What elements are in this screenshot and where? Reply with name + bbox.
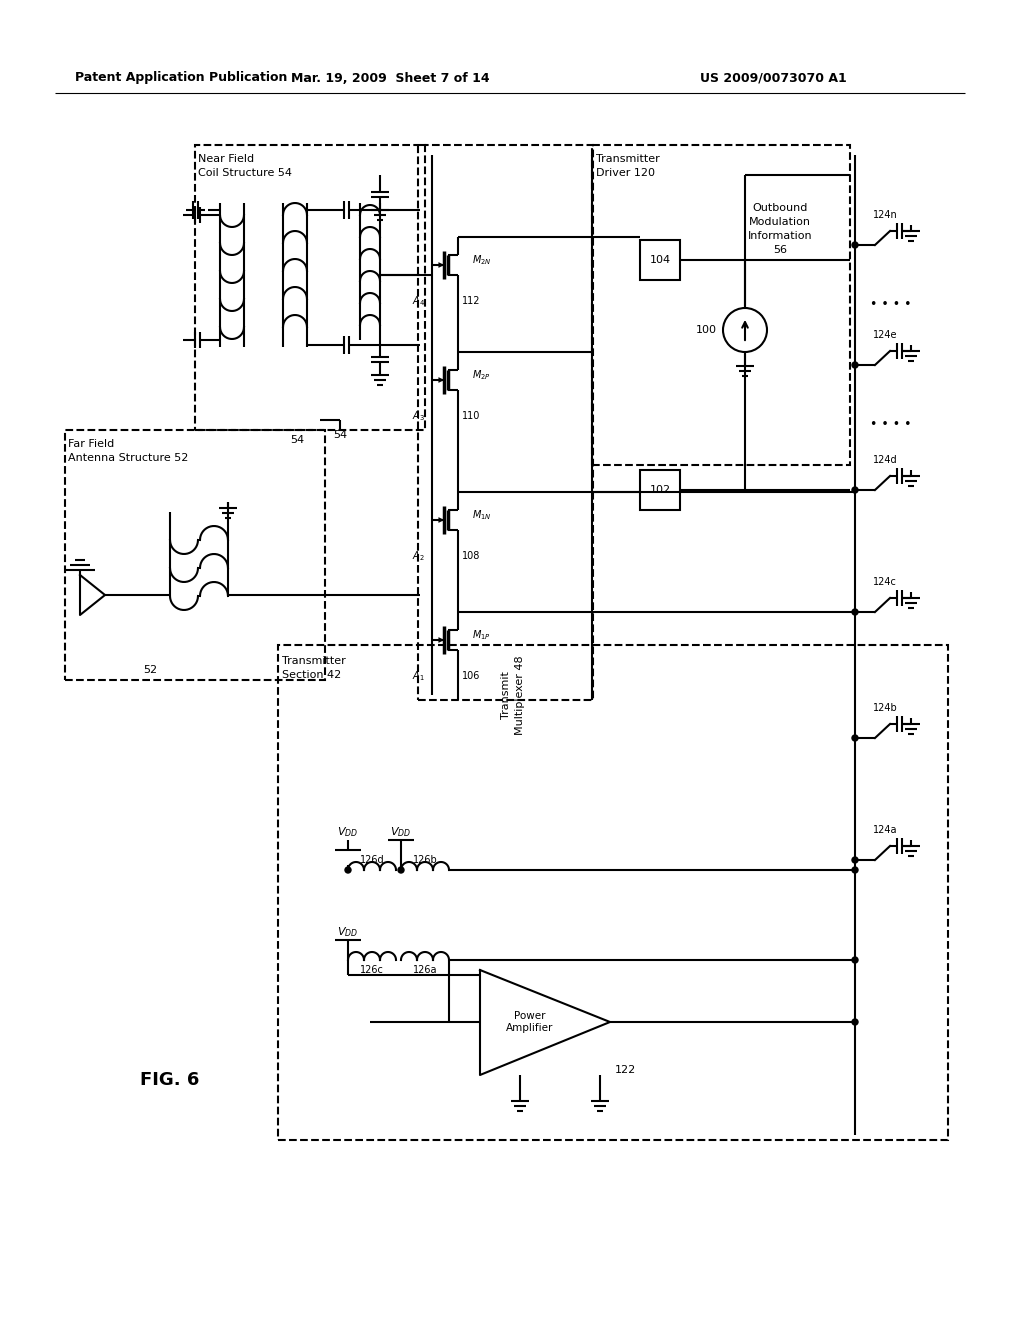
Bar (278, 645, 948, 1140)
Text: 124c: 124c (873, 577, 897, 587)
Bar (592, 145, 850, 465)
Text: Far Field: Far Field (68, 440, 115, 449)
Text: 126b: 126b (413, 855, 437, 865)
Text: 102: 102 (649, 484, 671, 495)
Text: $V_{DD}$: $V_{DD}$ (337, 925, 358, 939)
Text: 56: 56 (773, 246, 787, 255)
Text: 52: 52 (143, 665, 157, 675)
Circle shape (852, 735, 858, 741)
Text: $A_4$: $A_4$ (412, 294, 425, 308)
Circle shape (852, 242, 858, 248)
Text: $M_{2P}$: $M_{2P}$ (472, 368, 490, 381)
Text: Coil Structure 54: Coil Structure 54 (198, 168, 292, 178)
Bar (640, 470, 680, 510)
Text: $V_{DD}$: $V_{DD}$ (390, 825, 412, 840)
Text: Multiplexer 48: Multiplexer 48 (515, 655, 525, 735)
Text: Driver 120: Driver 120 (596, 168, 655, 178)
Text: 106: 106 (462, 671, 480, 681)
Text: Information: Information (748, 231, 812, 242)
Text: $A_1$: $A_1$ (413, 669, 425, 682)
Text: Near Field: Near Field (198, 154, 254, 164)
Circle shape (852, 957, 858, 964)
Text: 112: 112 (462, 296, 480, 306)
Bar (418, 145, 593, 700)
Text: • • • •: • • • • (870, 298, 911, 312)
Circle shape (398, 867, 404, 873)
Text: FIG. 6: FIG. 6 (140, 1071, 200, 1089)
Text: $A_3$: $A_3$ (412, 409, 425, 422)
Text: Outbound: Outbound (753, 203, 808, 213)
Text: Transmitter: Transmitter (282, 656, 346, 667)
Text: Power
Amplifier: Power Amplifier (506, 1011, 554, 1032)
Text: Section 42: Section 42 (282, 671, 341, 680)
Text: Mar. 19, 2009  Sheet 7 of 14: Mar. 19, 2009 Sheet 7 of 14 (291, 71, 489, 84)
Circle shape (852, 857, 858, 863)
Text: 124n: 124n (873, 210, 898, 220)
Text: Patent Application Publication: Patent Application Publication (75, 71, 288, 84)
Text: 124e: 124e (873, 330, 897, 341)
Text: 54: 54 (333, 430, 347, 440)
Text: 124d: 124d (873, 455, 898, 465)
Text: Modulation: Modulation (749, 216, 811, 227)
Text: $V_{DD}$: $V_{DD}$ (337, 825, 358, 840)
Text: Antenna Structure 52: Antenna Structure 52 (68, 453, 188, 463)
Polygon shape (480, 970, 610, 1074)
Text: 54: 54 (290, 436, 304, 445)
Circle shape (852, 867, 858, 873)
Circle shape (852, 1019, 858, 1026)
Text: $M_{1N}$: $M_{1N}$ (472, 508, 492, 521)
Text: 126c: 126c (360, 965, 384, 975)
Text: 126d: 126d (359, 855, 384, 865)
Text: 100: 100 (696, 325, 717, 335)
Text: $M_{2N}$: $M_{2N}$ (472, 253, 492, 267)
Text: 104: 104 (649, 255, 671, 265)
Text: • • • •: • • • • (870, 418, 911, 432)
Text: 110: 110 (462, 411, 480, 421)
Text: 126a: 126a (413, 965, 437, 975)
Text: 122: 122 (615, 1065, 636, 1074)
Bar (195, 145, 425, 430)
Text: Transmit: Transmit (501, 671, 511, 719)
Circle shape (852, 487, 858, 492)
Text: 124b: 124b (873, 704, 898, 713)
Circle shape (852, 609, 858, 615)
Circle shape (345, 867, 351, 873)
Text: 124a: 124a (873, 825, 897, 836)
Bar (65, 430, 325, 680)
Text: 108: 108 (462, 550, 480, 561)
Circle shape (852, 362, 858, 368)
Text: US 2009/0073070 A1: US 2009/0073070 A1 (700, 71, 847, 84)
Text: Transmitter: Transmitter (596, 154, 659, 164)
Text: $M_{1P}$: $M_{1P}$ (472, 628, 490, 642)
Text: $A_2$: $A_2$ (413, 549, 425, 562)
Bar (640, 240, 680, 280)
